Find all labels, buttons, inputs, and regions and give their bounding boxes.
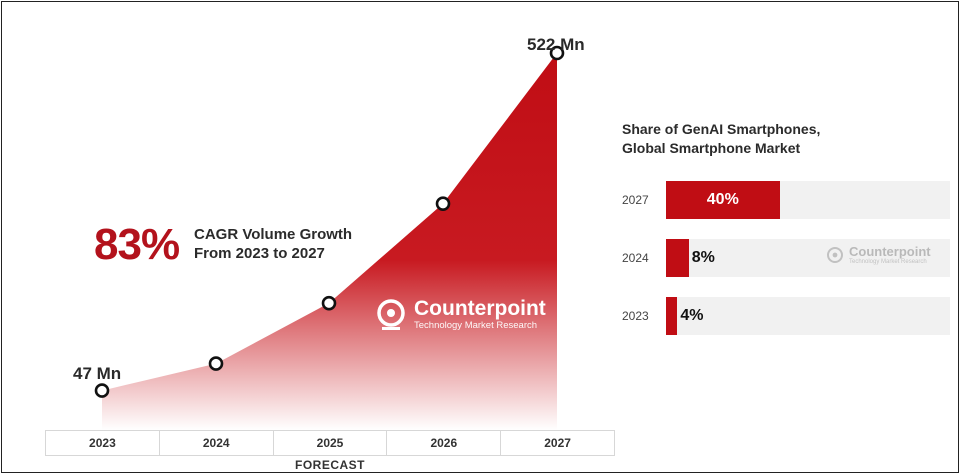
- logo-name: Counterpoint: [414, 297, 546, 320]
- bar-category-2023: 2023: [622, 309, 649, 323]
- x-tick-2024: 2024: [160, 431, 274, 455]
- bar-row-2024: 2024 8%: [622, 239, 950, 277]
- area-series: [102, 53, 557, 430]
- bar-2024: [666, 239, 689, 277]
- watermark-name: Counterpoint: [849, 244, 931, 259]
- bar-chart-title-line-1: Share of GenAI Smartphones,: [622, 121, 821, 137]
- bar-value-label-2023: 4%: [680, 307, 704, 324]
- x-axis: 2023 2024 2025 2026 2027: [45, 430, 615, 456]
- counterpoint-watermark: Counterpoint Technology Market Research: [825, 245, 931, 266]
- counterpoint-logo-icon: [377, 299, 405, 330]
- data-point-2027: [549, 45, 565, 61]
- bar-category-2027: 2027: [622, 193, 649, 207]
- cagr-value: 83%: [94, 220, 180, 269]
- counterpoint-watermark-icon: [827, 246, 843, 263]
- data-point-2023: [94, 383, 110, 398]
- counterpoint-logo: Counterpoint Technology Market Research: [374, 298, 546, 332]
- bar-category-2024: 2024: [622, 251, 649, 265]
- cagr-line-2: From 2023 to 2027: [194, 245, 325, 262]
- data-point-2024: [208, 356, 224, 371]
- bar-2027: [666, 181, 780, 219]
- bar-value-label-2027: 40%: [706, 191, 739, 208]
- point-label-2023: 47 Mn: [73, 364, 122, 383]
- data-point-2026: [435, 196, 451, 211]
- x-tick-2027: 2027: [501, 431, 615, 455]
- bar-value-label-2024: 8%: [691, 249, 715, 266]
- bar-chart-title: Share of GenAI Smartphones, Global Smart…: [622, 120, 820, 158]
- bar-chart-title-line-2: Global Smartphone Market: [622, 140, 801, 156]
- bar-track-2027: 40%: [666, 181, 950, 219]
- cagr-line-1: CAGR Volume Growth: [194, 226, 353, 243]
- data-point-2025: [321, 295, 337, 311]
- x-axis-label: FORECAST: [295, 458, 365, 472]
- x-tick-2026: 2026: [387, 431, 502, 455]
- x-tick-2023: 2023: [45, 431, 160, 455]
- bar-2023: [666, 297, 678, 335]
- x-tick-2025: 2025: [274, 431, 388, 455]
- bar-track-2024: 8%: [666, 239, 950, 277]
- point-label-2027: 522 Mn: [527, 35, 585, 54]
- bar-track-2023: 4%: [666, 297, 950, 335]
- bar-row-2023: 2023 4%: [622, 297, 950, 335]
- watermark-tagline: Technology Market Research: [849, 259, 927, 265]
- logo-tagline: Technology Market Research: [414, 320, 538, 331]
- bar-row-2027: 2027 40%: [622, 181, 950, 219]
- cagr-description: CAGR Volume Growth From 2023 to 2027: [194, 225, 352, 263]
